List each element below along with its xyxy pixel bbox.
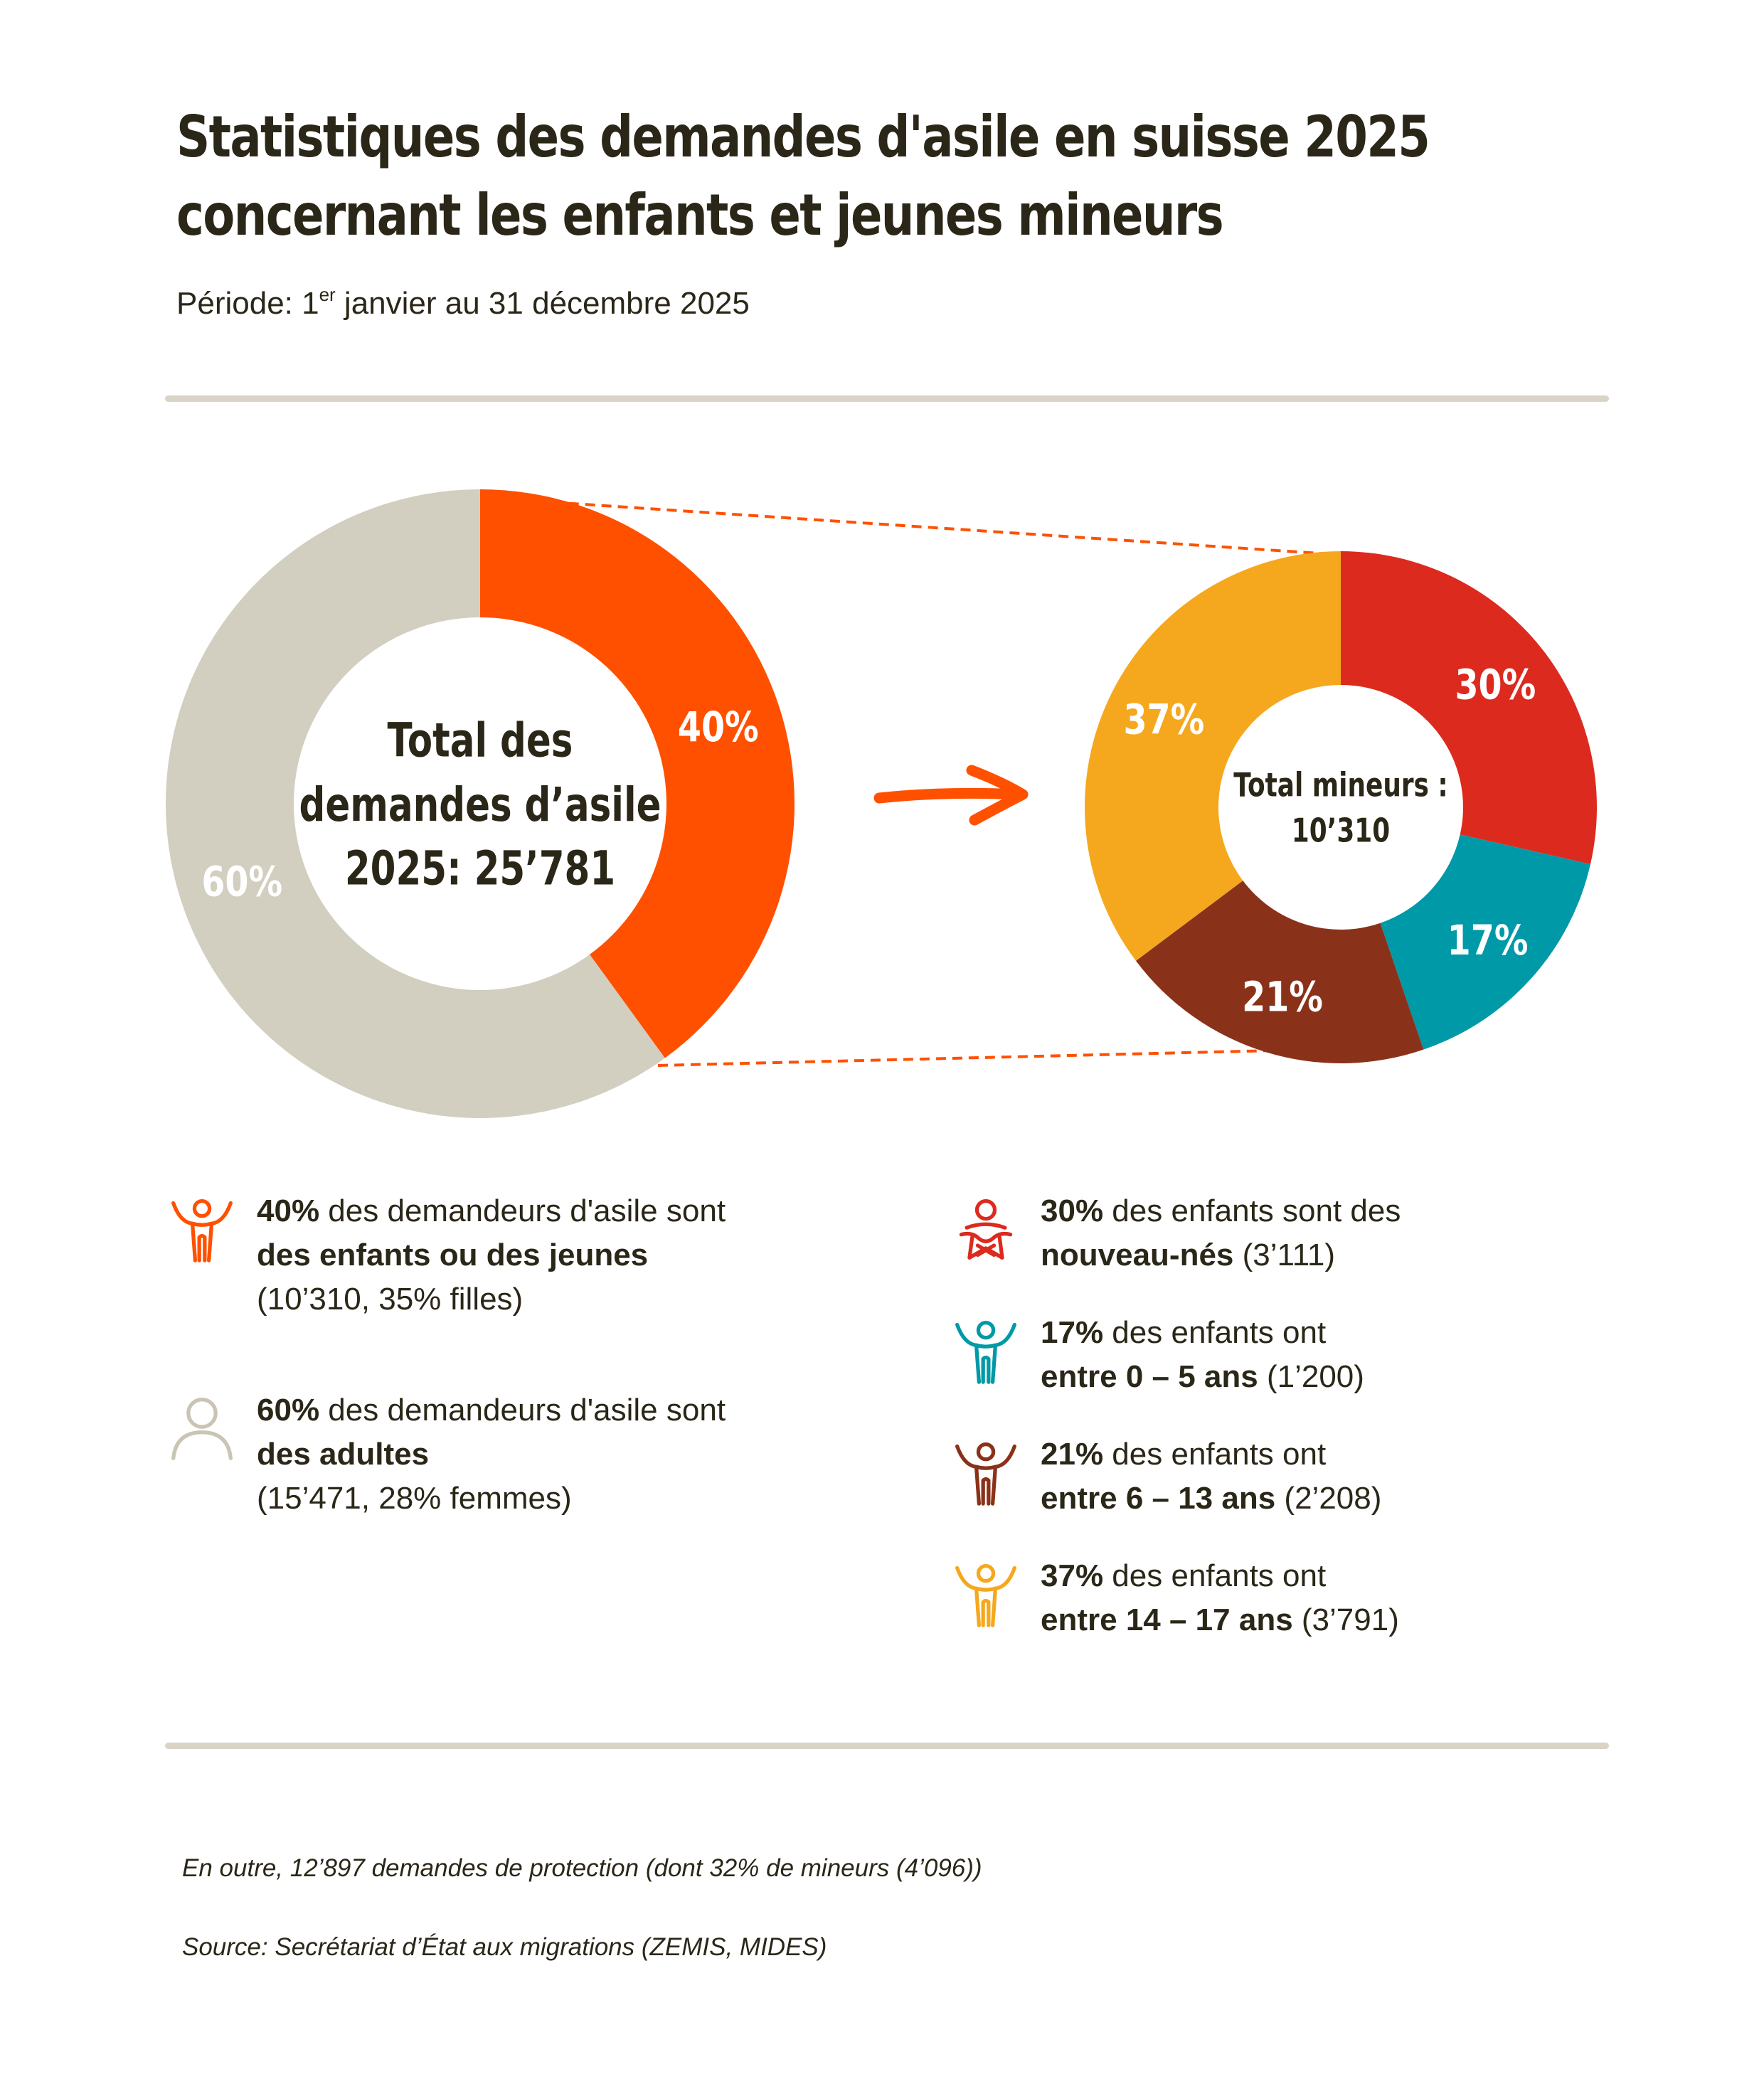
zoom-connector-lines bbox=[487, 496, 1341, 1067]
legend-bold-text: nouveau-nés bbox=[1041, 1238, 1234, 1272]
title-line-2: concernant les enfants et jeunes mineurs bbox=[176, 182, 1224, 248]
legend-pct: 21% bbox=[1041, 1437, 1104, 1472]
legend-bold-text: des enfants ou des jeunes bbox=[257, 1238, 649, 1272]
legend-bold-text: entre 6 – 13 ans bbox=[1041, 1481, 1276, 1516]
legend-pct: 60% bbox=[257, 1393, 320, 1427]
donut-minors: 30% 17% 21% 37% Total mineurs : 10’310 bbox=[1084, 551, 1597, 1063]
donut-charts: 40% 60% Total des demandes d’asile 2025: 25’… bbox=[166, 489, 1597, 1118]
child-icon bbox=[952, 1317, 1020, 1388]
legend-pct: 37% bbox=[1041, 1558, 1104, 1593]
donut-b-slice-1 bbox=[1380, 834, 1590, 1050]
right-legend-item-2: 21% des enfants ont entre 6 – 13 ans (2’2… bbox=[1041, 1437, 1382, 1516]
donut-a-center-label-0: Total des bbox=[388, 713, 573, 767]
title-line-1: Statistiques des demandes d'asile en sui… bbox=[176, 104, 1430, 170]
baby-icon bbox=[952, 1195, 1020, 1267]
legend-bold-text: entre 0 – 5 ans bbox=[1041, 1359, 1258, 1394]
left-legend-item-1: 60% des demandeurs d'asile sont des adult… bbox=[257, 1393, 726, 1516]
donut-a-slice-label-0: 40% bbox=[678, 703, 759, 752]
arrow-icon bbox=[873, 765, 1029, 826]
donut-b-center-label-0: Total mineurs : bbox=[1233, 766, 1448, 804]
child-icon bbox=[952, 1560, 1020, 1632]
donut-b-center-label-1: 10’310 bbox=[1292, 812, 1390, 850]
legend-bold-text: des adultes bbox=[257, 1437, 430, 1472]
page-title: Statistiques des demandes d'asile en sui… bbox=[176, 98, 1430, 255]
donut-total-requests: 40% 60% Total des demandes d’asile 2025: 25’… bbox=[166, 489, 795, 1118]
right-legend-item-0: 30% des enfants sont des nouveau-nés (3’1… bbox=[1041, 1193, 1401, 1272]
left-legend-item-0: 40% des demandeurs d'asile sont des enfan… bbox=[257, 1193, 726, 1317]
right-legend-item-3: 37% des enfants ont entre 14 – 17 ans (3’… bbox=[1041, 1558, 1399, 1637]
period-suffix: janvier au 31 décembre 2025 bbox=[335, 286, 750, 321]
donut-a-center-label-2: 2025: 25’781 bbox=[345, 841, 615, 895]
child-icon bbox=[168, 1195, 236, 1267]
child-icon bbox=[952, 1438, 1020, 1510]
donut-a-center-label-1: demandes d’asile bbox=[299, 777, 661, 831]
donut-b-slice-label-0: 30% bbox=[1455, 661, 1536, 709]
donut-b-slice-label-1: 17% bbox=[1447, 916, 1529, 964]
donut-a-slice-0 bbox=[480, 489, 795, 1058]
legend-bold-text: entre 14 – 17 ans bbox=[1041, 1602, 1293, 1637]
period-superscript: er bbox=[319, 284, 336, 305]
divider-top bbox=[165, 395, 1609, 402]
footnote: En outre, 12’897 demandes de protection … bbox=[182, 1854, 982, 1882]
legend-pct: 17% bbox=[1041, 1315, 1104, 1350]
adult-icon bbox=[168, 1394, 236, 1466]
donut-b-slice-2 bbox=[1135, 881, 1424, 1063]
right-legend-item-1: 17% des enfants ont entre 0 – 5 ans (1’20… bbox=[1041, 1315, 1364, 1394]
donut-a-slice-label-1: 60% bbox=[201, 858, 282, 906]
zoom-line-bottom bbox=[657, 1049, 1274, 1067]
zoom-line-top bbox=[487, 496, 1341, 556]
period-text: Période: 1er janvier au 31 décembre 2025 bbox=[176, 284, 750, 321]
donut-b-slice-3 bbox=[1084, 551, 1341, 961]
legend-pct: 30% bbox=[1041, 1193, 1104, 1228]
donut-a-slice-1 bbox=[166, 489, 665, 1118]
donut-b-slice-label-2: 21% bbox=[1242, 973, 1323, 1021]
donut-b-slice-label-3: 37% bbox=[1123, 696, 1204, 744]
period-prefix: Période: 1 bbox=[176, 286, 319, 321]
divider-bottom bbox=[165, 1743, 1609, 1749]
source-note: Source: Secrétariat d’État aux migration… bbox=[182, 1933, 827, 1961]
legend-pct: 40% bbox=[257, 1193, 320, 1228]
donut-b-slice-0 bbox=[1341, 551, 1597, 865]
